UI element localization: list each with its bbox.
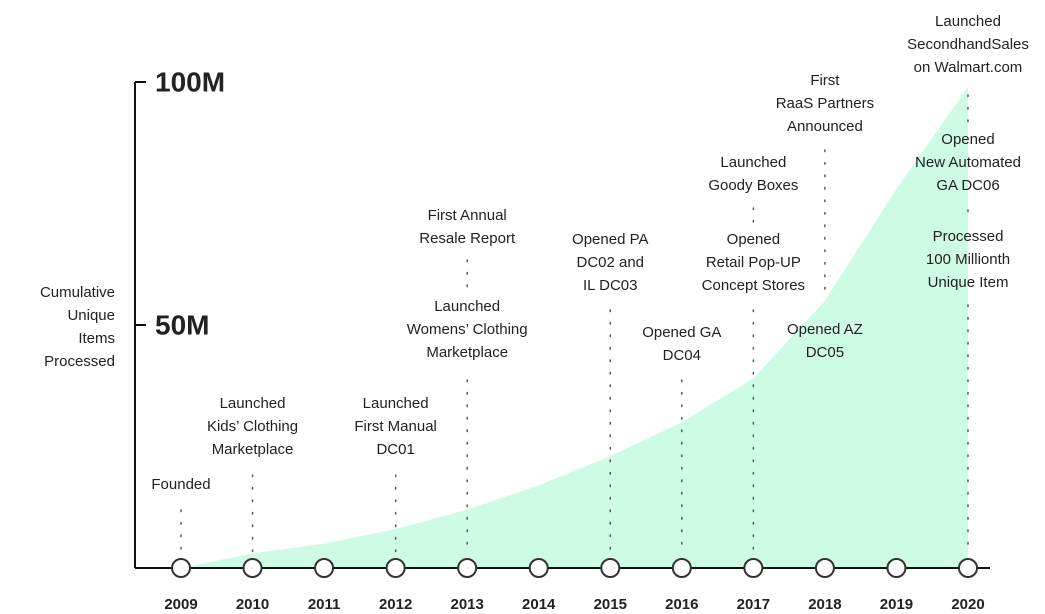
annotation-text: Announced — [787, 118, 863, 135]
annotation-text: Opened AZ — [787, 321, 863, 338]
x-tick-label: 2011 — [308, 596, 341, 613]
year-marker — [171, 558, 191, 578]
x-tick-label: 2015 — [594, 596, 627, 613]
annotation-text: Opened GA — [642, 324, 721, 341]
annotation-text: Marketplace — [212, 441, 294, 458]
annotation-text: First Annual — [428, 207, 507, 224]
annotation-text: Concept Stores — [702, 277, 805, 294]
y-axis-label: Items — [78, 330, 115, 347]
area — [181, 86, 968, 569]
annotation-text: Goody Boxes — [708, 177, 798, 194]
annotation-text: Womens’ Clothing — [407, 321, 528, 338]
y-axis-label: Unique — [67, 307, 115, 324]
x-tick-label: 2010 — [236, 596, 269, 613]
annotation-text: on Walmart.com — [914, 59, 1023, 76]
annotation-text: Opened — [941, 131, 994, 148]
year-marker — [242, 558, 263, 578]
annotation-text: Launched — [363, 395, 429, 412]
year-marker — [743, 558, 764, 578]
year-marker — [385, 558, 406, 578]
x-tick-label: 2014 — [522, 596, 556, 613]
y-axis-label: Processed — [44, 353, 115, 370]
x-tick-label: 2009 — [164, 596, 197, 613]
y-axis-label: Cumulative — [40, 284, 115, 301]
annotation-text: 100 Millionth — [926, 251, 1010, 268]
year-marker — [814, 558, 835, 578]
annotation-text: Kids’ Clothing — [207, 418, 298, 435]
annotation-text: GA DC06 — [936, 177, 999, 194]
year-marker — [314, 558, 335, 578]
annotation-text: DC01 — [376, 441, 414, 458]
annotation-text: Launched — [935, 13, 1001, 30]
annotation-text: Launched — [720, 154, 786, 171]
annotation-text: Founded — [151, 476, 210, 493]
annotation-text: Marketplace — [426, 344, 508, 361]
annotation-text: Resale Report — [419, 230, 516, 247]
x-tick-label: 2017 — [737, 596, 770, 613]
y-tick-label: 100M — [155, 66, 225, 97]
annotation-text: Opened PA — [572, 231, 648, 248]
annotation-text: Opened — [727, 231, 780, 248]
annotation-text: Unique Item — [928, 274, 1009, 291]
annotation-text: DC04 — [663, 347, 701, 364]
y-tick-label: 50M — [155, 309, 209, 340]
year-marker — [958, 558, 978, 578]
year-marker — [886, 558, 907, 578]
annotation-text: Retail Pop-UP — [706, 254, 801, 271]
annotation-text: DC02 and — [576, 254, 644, 271]
x-tick-label: 2016 — [665, 596, 698, 613]
year-marker — [671, 558, 692, 578]
x-tick-label: 2013 — [450, 596, 483, 613]
annotation-text: SecondhandSales — [907, 36, 1029, 53]
x-tick-label: 2020 — [951, 596, 984, 613]
annotation-text: IL DC03 — [583, 277, 637, 294]
year-marker — [528, 558, 549, 578]
annotation-text: First Manual — [354, 418, 437, 435]
x-tick-label: 2019 — [880, 596, 913, 613]
annotation-text: DC05 — [806, 344, 844, 361]
annotation-text: New Automated — [915, 154, 1021, 171]
annotation-text: RaaS Partners — [776, 95, 874, 112]
annotation-text: Processed — [933, 228, 1004, 245]
annotation-text: Launched — [434, 298, 500, 315]
x-tick-label: 2012 — [379, 596, 412, 613]
x-tick-label: 2018 — [808, 596, 841, 613]
year-marker — [600, 558, 621, 578]
year-marker — [457, 558, 478, 578]
annotation-text: Launched — [220, 395, 286, 412]
annotation-text: First — [810, 72, 840, 89]
